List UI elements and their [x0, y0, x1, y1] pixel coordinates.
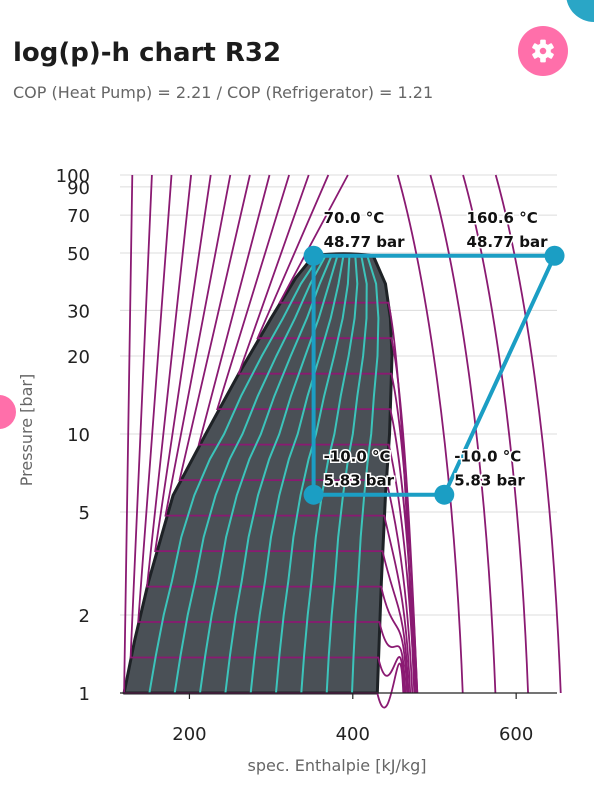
- vapor-quality-line: [275, 255, 351, 694]
- isotherm-lines: [123, 174, 562, 709]
- cycle-point: [544, 245, 565, 266]
- cycle-point-labels: 70.0 °C 48.77 bar 160.6 °C 48.77 bar -10.0 °…: [322, 207, 549, 491]
- y-tick-label: 90: [67, 178, 90, 199]
- vapor-quality-line: [351, 255, 380, 694]
- vapor-quality-lines: [148, 255, 380, 694]
- y-tick-label: 10: [67, 425, 90, 446]
- x-tick-label: 400: [336, 724, 370, 745]
- cycle-point: [434, 484, 455, 505]
- isotherm-line: [278, 174, 416, 694]
- cycle-point: [303, 245, 324, 266]
- isotherm-line: [145, 174, 408, 694]
- cycle-point-temperature: -10.0 °C: [454, 448, 521, 466]
- isotherm-line: [256, 174, 419, 694]
- vapor-quality-line: [148, 255, 321, 694]
- gear-icon: [532, 39, 554, 63]
- vapor-quality-line: [173, 255, 327, 694]
- isotherm-line: [164, 174, 412, 694]
- isotherm-line: [123, 174, 405, 709]
- x-tick-label: 600: [499, 724, 533, 745]
- isotherm-line: [154, 174, 410, 694]
- y-tick-label: 5: [79, 503, 90, 524]
- vapor-quality-line: [300, 255, 359, 694]
- isotherm-line: [396, 174, 464, 694]
- vapor-quality-line: [325, 255, 368, 694]
- refrigeration-cycle: [303, 245, 565, 505]
- settings-button[interactable]: [518, 26, 568, 76]
- y-tick-label: 100: [56, 166, 90, 187]
- isotherm-line: [137, 174, 407, 694]
- cycle-point-temperature: -10.0 °C: [324, 448, 391, 466]
- vapor-quality-line: [199, 255, 333, 694]
- vapor-quality-line: [224, 255, 339, 694]
- cycle-point: [303, 484, 324, 505]
- cycle-point-pressure: 5.83 bar: [454, 472, 525, 490]
- two-phase-region: [122, 252, 394, 695]
- y-tick-label: 2: [79, 606, 90, 627]
- side-drawer-tab[interactable]: [0, 395, 16, 429]
- page-title: log(p)-h chart R32: [13, 38, 282, 68]
- y-tick-label: 20: [67, 347, 90, 368]
- x-tick-label: 200: [172, 724, 206, 745]
- isotherm-line: [178, 174, 414, 694]
- cycle-point-temperature: 70.0 °C: [324, 209, 385, 227]
- cycle-point-pressure: 48.77 bar: [467, 233, 549, 251]
- isotherm-line: [216, 174, 418, 694]
- isotherm-line: [129, 174, 406, 694]
- cycle-point-temperature: 160.6 °C: [467, 209, 538, 227]
- saturation-dome: [122, 252, 394, 695]
- y-tick-label: 50: [67, 244, 90, 265]
- cycle-point-pressure: 48.77 bar: [324, 233, 406, 251]
- isotherm-line: [494, 174, 562, 694]
- y-tick-label: 30: [67, 301, 90, 322]
- cop-summary: COP (Heat Pump) = 2.21 / COP (Refrigerat…: [13, 83, 434, 102]
- isotherm-line: [429, 174, 497, 694]
- cycle-point-pressure: 5.83 bar: [324, 472, 395, 490]
- y-tick-label: 70: [67, 206, 90, 227]
- x-axis-label: spec. Enthalpie [kJ/kg]: [247, 756, 426, 775]
- y-axis-label: Pressure [bar]: [17, 374, 36, 486]
- vapor-quality-line: [249, 255, 345, 694]
- y-tick-label: 1: [79, 684, 90, 705]
